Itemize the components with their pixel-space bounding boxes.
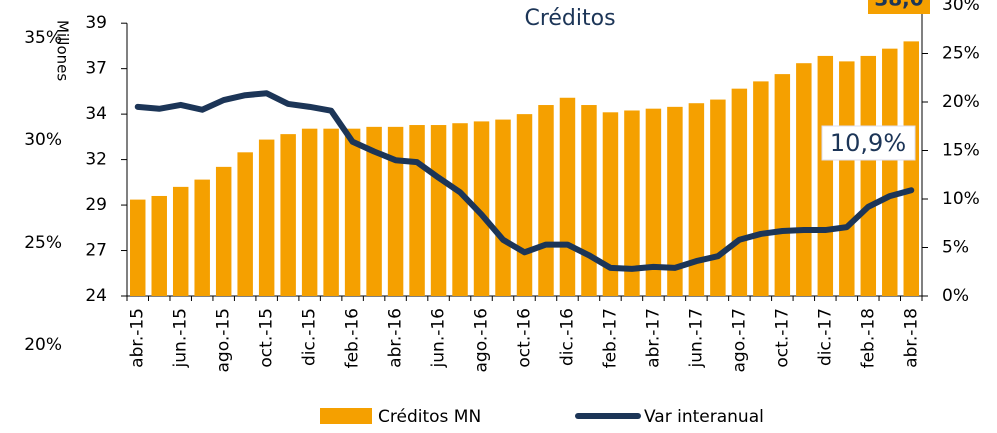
y-tick-label: 37 [85,59,107,79]
bar [495,119,511,296]
bar [344,128,361,296]
y-tick-label: 34 [85,104,107,124]
bar [215,166,232,296]
annotation: 30% [24,130,62,150]
x-tick-label: oct.-17 [772,308,792,368]
legend-label: Var interanual [644,407,764,427]
x-tick-label: abr.-16 [386,308,406,368]
bar [817,55,834,296]
x-tick-label: feb.-16 [343,308,363,368]
bar [559,97,576,296]
bar [688,103,705,297]
x-tick-label: ago.-17 [729,308,749,372]
value-label: 38,0 [874,0,923,11]
bar [258,139,275,296]
bar [882,48,898,297]
x-tick-label: feb.-18 [858,308,878,368]
y-tick-label: 27 [85,241,107,261]
y-tick-label: 32 [85,150,107,170]
bar [796,63,812,297]
y-tick-label: 39 [85,13,107,33]
x-tick-label: ago.-16 [472,308,492,372]
value-label-box [821,125,916,161]
bar [624,110,640,296]
bar [774,74,791,296]
x-tick-label: dic.-16 [557,308,577,366]
x-tick-label: abr.-17 [643,308,663,368]
y-tick-label: 29 [85,195,107,215]
x-tick-label: abr.-18 [901,308,921,368]
bar [731,88,748,296]
bar [194,179,210,296]
x-tick-label: oct.-15 [257,308,277,368]
value-label: 10,9% [830,129,906,157]
y2-tick-label: 5% [942,238,969,258]
bar [430,125,447,296]
bar [151,195,167,296]
x-tick-label: dic.-15 [300,308,320,366]
bar [753,81,769,296]
x-tick-label: jun.-15 [171,308,191,368]
bar [903,41,919,296]
bar [667,106,683,296]
y2-tick-label: 25% [942,44,980,64]
x-tick-label: ago.-15 [214,308,234,372]
annotation: 25% [24,233,62,253]
y2-tick-label: 15% [942,141,980,161]
y-axis-label: Millones [54,20,72,81]
x-tick-label: abr.-15 [128,308,148,368]
x-tick-label: feb.-17 [600,308,620,368]
x-tick-label: oct.-16 [515,308,535,368]
bar [473,121,490,297]
y2-tick-label: 10% [942,189,980,209]
bar [602,112,619,297]
line [134,90,915,272]
annotation: 20% [24,335,62,355]
bar [130,199,146,296]
bar [645,108,662,296]
bar [860,55,877,296]
chart-title: Créditos [524,6,615,31]
bar [581,105,597,296]
legend-label: Créditos MN [378,407,481,427]
bar [409,125,425,296]
x-tick-label: jun.-16 [429,308,449,368]
legend-swatch [320,408,372,424]
x-tick-label: jun.-17 [686,308,706,368]
annotation: 35% [24,28,62,48]
bar [452,123,468,296]
y2-tick-label: 30% [942,0,980,15]
bar [301,128,318,296]
bar [366,126,382,296]
x-tick-label: dic.-17 [815,308,835,366]
bar [323,128,339,296]
bar [387,126,404,296]
y2-tick-label: 20% [942,92,980,112]
value-label-box [868,0,930,14]
bar [516,114,533,296]
bar [237,152,253,296]
bar [839,61,855,296]
bar [710,99,726,296]
y2-tick-label: 0% [942,286,969,306]
bar [172,186,189,296]
y-tick-label: 24 [85,286,107,306]
bar [538,105,554,296]
bar [280,134,296,296]
